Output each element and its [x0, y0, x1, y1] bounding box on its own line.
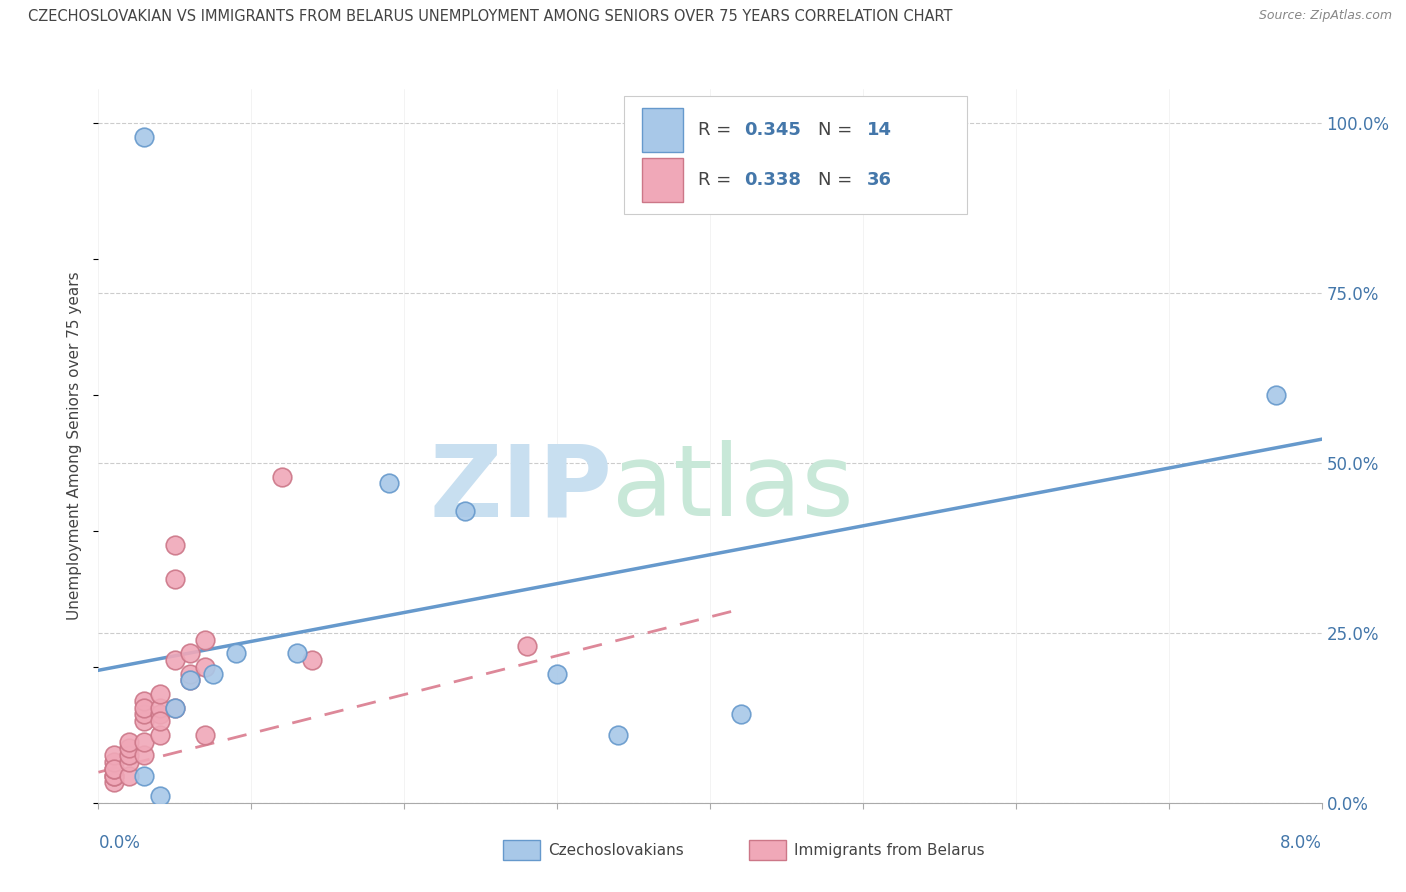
Point — [163, 653, 186, 667]
Point — [149, 714, 172, 729]
Point — [118, 734, 141, 748]
Text: R =: R = — [697, 171, 737, 189]
Point — [546, 666, 568, 681]
Point — [134, 748, 156, 763]
Point — [103, 775, 125, 789]
Point — [103, 755, 125, 769]
Text: 0.0%: 0.0% — [98, 834, 141, 852]
Text: ZIP: ZIP — [429, 441, 612, 537]
Text: Czechoslovakians: Czechoslovakians — [548, 843, 685, 857]
Point — [149, 728, 172, 742]
Point — [149, 687, 172, 701]
Point — [118, 769, 141, 783]
Point — [103, 762, 125, 776]
Point — [270, 469, 294, 483]
Point — [163, 700, 186, 714]
Text: R =: R = — [697, 121, 737, 139]
Text: 14: 14 — [866, 121, 891, 139]
FancyBboxPatch shape — [641, 158, 683, 202]
Point — [225, 646, 247, 660]
Text: 8.0%: 8.0% — [1279, 834, 1322, 852]
Point — [149, 700, 172, 714]
Text: Immigrants from Belarus: Immigrants from Belarus — [794, 843, 986, 857]
Point — [118, 748, 141, 763]
Point — [134, 707, 156, 722]
Text: N =: N = — [818, 121, 858, 139]
Point — [202, 666, 225, 681]
Point — [301, 653, 323, 667]
Point — [194, 728, 217, 742]
Text: CZECHOSLOVAKIAN VS IMMIGRANTS FROM BELARUS UNEMPLOYMENT AMONG SENIORS OVER 75 YE: CZECHOSLOVAKIAN VS IMMIGRANTS FROM BELAR… — [28, 9, 953, 24]
Text: N =: N = — [818, 171, 858, 189]
FancyBboxPatch shape — [624, 96, 967, 214]
Point — [179, 673, 201, 688]
Text: 36: 36 — [866, 171, 891, 189]
FancyBboxPatch shape — [641, 108, 683, 152]
Point — [179, 646, 201, 660]
Point — [103, 762, 125, 776]
Point — [163, 700, 186, 714]
Point — [134, 769, 156, 783]
Point — [163, 572, 186, 586]
Point — [163, 537, 186, 551]
Point — [103, 769, 125, 783]
Point — [454, 503, 477, 517]
Point — [607, 728, 630, 742]
Point — [103, 769, 125, 783]
Point — [134, 700, 156, 714]
Point — [149, 789, 172, 803]
Point — [103, 748, 125, 763]
Point — [149, 707, 172, 722]
Point — [1264, 388, 1286, 402]
Text: 0.338: 0.338 — [744, 171, 801, 189]
Point — [285, 646, 308, 660]
Point — [118, 755, 141, 769]
Text: Source: ZipAtlas.com: Source: ZipAtlas.com — [1258, 9, 1392, 22]
Text: 0.345: 0.345 — [744, 121, 801, 139]
Point — [134, 129, 156, 144]
Point — [179, 673, 201, 688]
Point — [179, 666, 201, 681]
Point — [194, 660, 217, 674]
Y-axis label: Unemployment Among Seniors over 75 years: Unemployment Among Seniors over 75 years — [67, 272, 83, 620]
Point — [134, 734, 156, 748]
Point — [134, 694, 156, 708]
Point — [134, 714, 156, 729]
Point — [194, 632, 217, 647]
Point — [118, 741, 141, 756]
Point — [516, 640, 538, 654]
Point — [730, 707, 752, 722]
Point — [378, 476, 401, 491]
Text: atlas: atlas — [612, 441, 853, 537]
